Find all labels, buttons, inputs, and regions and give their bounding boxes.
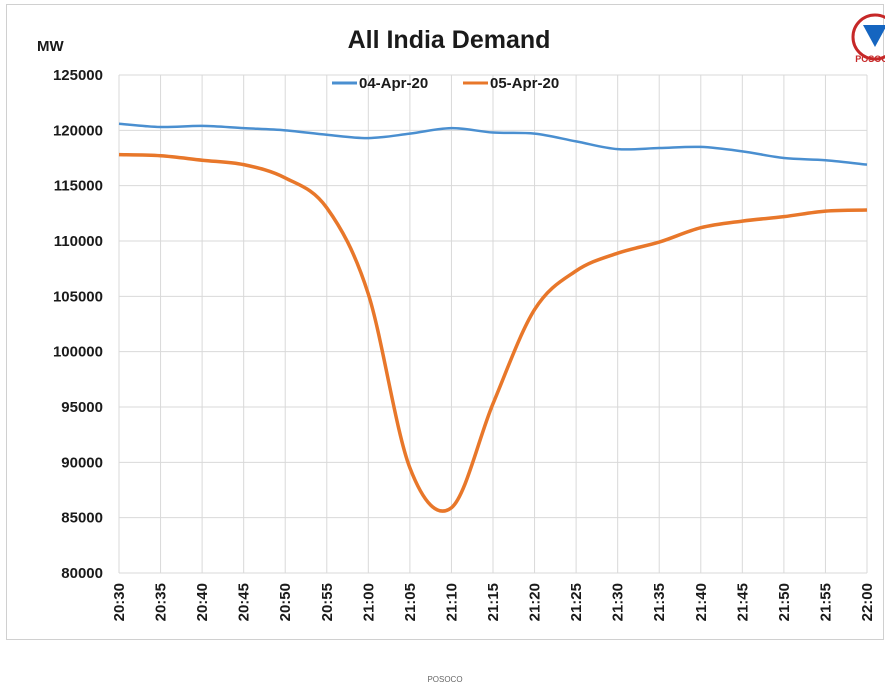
x-tick-label: 21:05: [402, 583, 419, 621]
footer-credit: POSOCO: [427, 675, 463, 684]
series-line-04-apr-20: [118, 122, 868, 166]
y-tick-label: 85000: [61, 510, 103, 527]
line-chart: 80000 85000 90000 95000 100000 105000 110000 11…: [37, 13, 885, 621]
y-tick-label: 90000: [61, 454, 103, 471]
x-tick-label: 22:00: [859, 583, 876, 621]
legend-label-05-apr-20: 05-Apr-20: [490, 75, 559, 92]
x-tick-label: 20:40: [194, 583, 211, 621]
y-axis-unit: MW: [37, 38, 64, 55]
series-layer: [118, 122, 868, 513]
x-tick-label: 21:30: [610, 583, 627, 621]
x-tick-labels: 20:30 20:35 20:40 20:45 20:50 20:55 21:00 21:05…: [111, 583, 876, 621]
y-tick-label: 110000: [54, 233, 103, 250]
y-tick-labels: 80000 85000 90000 95000 100000 105000 110000 11…: [53, 67, 103, 582]
x-tick-label: 21:50: [776, 583, 793, 621]
y-tick-label: 120000: [53, 122, 103, 139]
x-tick-label: 20:30: [111, 583, 128, 621]
x-tick-label: 21:10: [443, 583, 460, 621]
x-tick-label: 20:35: [153, 583, 170, 621]
chart-title: All India Demand: [348, 26, 551, 54]
logo-mark: [863, 25, 885, 47]
y-tick-label: 125000: [53, 67, 103, 84]
x-tick-label: 21:00: [360, 583, 377, 621]
legend-label-04-apr-20: 04-Apr-20: [359, 75, 428, 92]
x-tick-label: 21:35: [651, 583, 668, 621]
x-tick-label: 20:45: [236, 583, 253, 621]
logo-ring: [851, 13, 885, 61]
y-tick-label: 115000: [54, 178, 103, 195]
x-tick-label: 21:45: [734, 583, 751, 621]
x-tick-label: 21:20: [527, 583, 544, 621]
x-tick-label: 21:55: [817, 583, 834, 621]
logo-text: POSOCO: [855, 54, 885, 64]
series-line-05-apr-20: [118, 152, 868, 513]
y-tick-label: 95000: [61, 399, 103, 416]
posoco-logo: POSOCO: [851, 13, 885, 64]
y-tick-label: 105000: [53, 288, 103, 305]
x-tick-label: 20:50: [277, 583, 294, 621]
y-tick-label: 100000: [53, 344, 103, 361]
x-tick-label: 21:15: [485, 583, 502, 621]
y-tick-label: 80000: [61, 565, 103, 582]
grid-layer: [118, 74, 868, 574]
legend: 04-Apr-20 05-Apr-20: [332, 75, 559, 92]
x-tick-label: 20:55: [319, 583, 336, 621]
x-tick-label: 21:25: [568, 583, 585, 621]
x-tick-label: 21:40: [693, 583, 710, 621]
chart-frame: 80000 85000 90000 95000 100000 105000 110000 11…: [6, 4, 885, 640]
